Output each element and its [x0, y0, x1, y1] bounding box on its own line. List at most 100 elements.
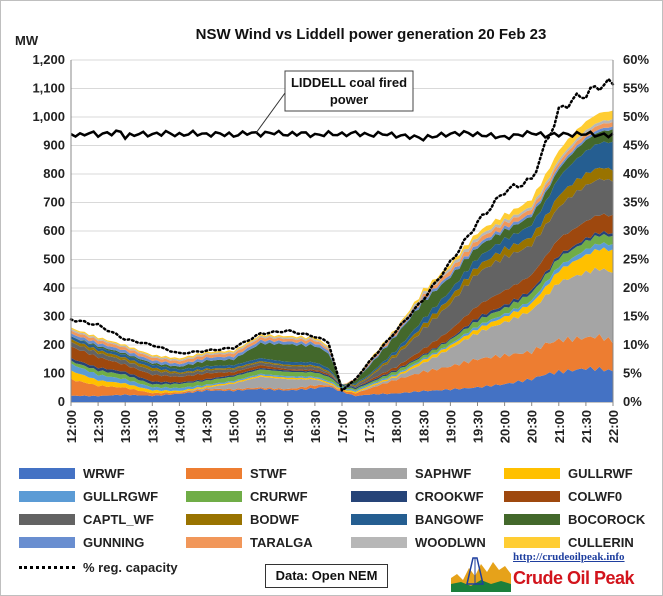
legend-swatch [19, 514, 75, 526]
legend-item-cullerin: CULLERIN [504, 534, 634, 552]
liddell-annotation-leader [255, 92, 286, 134]
area-gullrwf [71, 247, 613, 394]
x-tick-label: 19:00 [443, 410, 458, 443]
legend-item-captl-wf: CAPTL_WF [19, 511, 154, 529]
area-wrwf [71, 366, 613, 402]
y2-tick-label: 35% [623, 195, 649, 210]
legend-item-bangowf: BANGOWF [351, 511, 484, 529]
y-tick-label: 100 [43, 366, 65, 381]
y-tick-label: 500 [43, 252, 65, 267]
area-crookwf [71, 230, 613, 390]
chart-title: NSW Wind vs Liddell power generation 20 … [196, 26, 547, 43]
y2-tick-label: 55% [623, 81, 649, 96]
legend-swatch [504, 514, 560, 526]
x-tick-label: 21:00 [552, 410, 567, 443]
x-tick-label: 18:00 [389, 410, 404, 443]
y-tick-label: 400 [43, 280, 65, 295]
legend-label: GULLRGWF [83, 489, 159, 505]
logo-name: Crude Oil Peak [513, 568, 635, 588]
legend-label: CROOKWF [415, 489, 484, 505]
legend-swatch [351, 514, 407, 526]
crude-oil-peak-logo: http://crudeoilpeak.info Crude Oil Peak [451, 551, 659, 592]
x-tick-label: 15:30 [254, 410, 269, 443]
x-tick-label: 16:30 [308, 410, 323, 443]
logo-url: http://crudeoilpeak.info [513, 551, 625, 563]
legend-label: WRWF [83, 466, 125, 482]
legend-item-bodwf: BODWF [186, 511, 299, 529]
legend-label: CULLERIN [568, 535, 634, 551]
legend-item-gullrgwf: GULLRGWF [19, 488, 158, 506]
legend-swatch [19, 468, 75, 480]
y2-tick-label: 0% [623, 394, 642, 409]
legend-item-taralga: TARALGA [186, 534, 313, 552]
y-tick-label: 0 [58, 394, 65, 409]
x-tick-label: 17:00 [335, 410, 350, 443]
y2-tick-label: 50% [623, 109, 649, 124]
legend-label: TARALGA [250, 535, 313, 551]
x-tick-label: 14:00 [172, 410, 187, 443]
legend-swatch [19, 566, 75, 570]
legend-item-stwf: STWF [186, 465, 287, 483]
legend-item-crookwf: CROOKWF [351, 488, 484, 506]
x-tick-label: 14:30 [200, 410, 215, 443]
x-tick-label: 22:00 [606, 410, 621, 443]
y2-tick-label: 45% [623, 138, 649, 153]
y2-tick-label: 30% [623, 223, 649, 238]
y-tick-label: 900 [43, 138, 65, 153]
area-crurwf [71, 233, 613, 391]
liddell-annotation-line1: LIDDELL coal fired [291, 75, 407, 90]
y-tick-label: 200 [43, 337, 65, 352]
legend-label: COLWF0 [568, 489, 623, 505]
legend-label: BODWF [250, 512, 300, 528]
x-tick-label: 15:00 [227, 410, 242, 443]
legend-item-capacity: % reg. capacity [19, 559, 178, 577]
y-tick-label: 1,100 [32, 81, 65, 96]
x-tick-label: 17:30 [362, 410, 377, 443]
legend-item-woodlwn: WOODLWN [351, 534, 486, 552]
liddell-line [70, 129, 614, 142]
x-tick-label: 13:00 [118, 410, 133, 443]
legend-item-wrwf: WRWF [19, 465, 125, 483]
legend-item-gunning: GUNNING [19, 534, 144, 552]
y-tick-label: 1,000 [32, 109, 65, 124]
legend-item-colwf0: COLWF0 [504, 488, 622, 506]
y-axis-label: MW [15, 33, 39, 48]
legend-label: BOCOROCK [568, 512, 646, 528]
legend-swatch [504, 537, 560, 549]
legend-swatch [19, 491, 75, 503]
legend-item-gullrwf: GULLRWF [504, 465, 633, 483]
y2-tick-label: 20% [623, 280, 649, 295]
y-tick-label: 300 [43, 309, 65, 324]
y2-tick-label: 60% [623, 52, 649, 67]
area-saphwf [71, 267, 613, 394]
x-tick-label: 20:30 [525, 410, 540, 443]
y-tick-label: 1,200 [32, 52, 65, 67]
legend-swatch [351, 537, 407, 549]
legend-item-bocorock: BOCOROCK [504, 511, 645, 529]
legend-swatch [351, 491, 407, 503]
y2-tick-label: 40% [623, 166, 649, 181]
legend-swatch [186, 514, 242, 526]
legend-item-saphwf: SAPHWF [351, 465, 471, 483]
legend-label: SAPHWF [415, 466, 472, 482]
x-tick-label: 16:00 [281, 410, 296, 443]
x-tick-label: 18:30 [416, 410, 431, 443]
legend-swatch [186, 491, 242, 503]
area-colwf0 [71, 213, 613, 388]
y2-tick-label: 15% [623, 309, 649, 324]
y2-tick-label: 25% [623, 252, 649, 267]
x-tick-label: 20:00 [498, 410, 513, 443]
x-tick-label: 12:00 [64, 410, 79, 443]
legend-swatch [186, 468, 242, 480]
legend-label: CAPTL_WF [83, 512, 154, 528]
legend-swatch [19, 537, 75, 549]
liddell-annotation-line2: power [330, 92, 368, 107]
legend-label: STWF [250, 466, 287, 482]
x-tick-label: 13:30 [145, 410, 160, 443]
x-tick-label: 21:30 [579, 410, 594, 443]
legend-label: GUNNING [83, 535, 145, 551]
y-tick-label: 800 [43, 166, 65, 181]
data-source-note: Data: Open NEM [265, 564, 388, 588]
legend-label: BANGOWF [415, 512, 484, 528]
